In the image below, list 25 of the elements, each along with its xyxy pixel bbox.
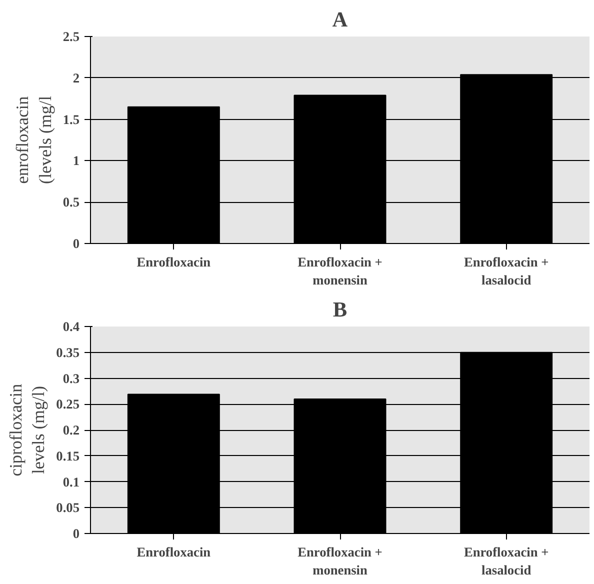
x-tick-label: Enrofloxacin + lasalocid [464,254,549,288]
y-tick-label: 0.15 [56,448,80,464]
y-tick-label: 1 [72,153,80,168]
x-tick-label: Enrofloxacin + monensin [298,254,382,288]
y-tick-label: 0.5 [62,194,80,210]
y-tick-label: 2 [72,70,80,86]
y-tick-label: 0.05 [56,500,80,516]
y-tick-label: 0 [72,236,80,251]
y-axis-title: ciprofloxacin levels (mg/l) [6,383,48,476]
x-tick-label: Enrofloxacin + monensin [298,544,382,578]
y-tick-label: 0.2 [62,422,80,438]
y-tick-label: 0.4 [62,319,80,334]
y-tick-label: 0.1 [62,474,80,490]
y-tick-label: 0.35 [56,344,80,360]
chart-title: B [332,298,348,322]
y-tick-label: 0 [72,526,80,541]
x-tick-label: Enrofloxacin + lasalocid [464,544,549,578]
x-tick-label: Enrofloxacin [136,254,212,270]
y-tick-label: 0.25 [56,396,80,412]
y-tick-label: 0.3 [62,370,80,386]
y-tick-label: 1.5 [62,112,80,127]
chart-title: A [332,8,348,32]
y-tick-label: 2.5 [62,29,80,44]
y-axis-title: enrofloxacin (levels (mg/l [13,96,55,184]
x-tick-label: Enrofloxacin [136,544,212,560]
